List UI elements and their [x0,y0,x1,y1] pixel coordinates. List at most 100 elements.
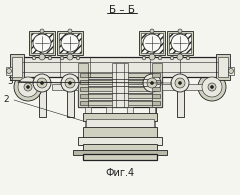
Circle shape [41,82,43,84]
Bar [177,55,183,57]
Circle shape [24,83,32,91]
Circle shape [150,82,154,84]
Circle shape [210,85,214,89]
Bar [78,63,88,107]
Circle shape [48,56,52,60]
Bar [78,63,162,107]
Bar [6,67,12,75]
Circle shape [150,29,154,33]
Circle shape [143,34,161,52]
Bar [152,73,160,77]
Circle shape [147,78,157,88]
Bar [80,87,160,91]
Text: 2: 2 [3,96,9,105]
Bar [59,33,81,53]
Bar [149,77,156,117]
Text: Б – Б: Б – Б [109,5,135,15]
Bar [80,80,160,84]
Bar [80,73,160,77]
Bar [106,107,112,137]
Bar [39,77,46,117]
Bar [141,33,163,53]
Bar [83,154,157,160]
Bar [112,63,128,107]
Bar [177,77,184,117]
Circle shape [67,54,73,60]
Bar [86,119,154,129]
Circle shape [6,68,12,74]
Bar [80,101,88,105]
Bar [57,31,83,55]
Circle shape [170,56,174,60]
Circle shape [158,56,162,60]
Bar [80,73,88,77]
Circle shape [76,56,80,60]
Bar [152,63,162,107]
Bar [80,80,88,84]
Bar [152,101,160,105]
Bar [65,77,76,83]
Bar [85,107,91,137]
Bar [139,31,165,55]
Circle shape [177,54,183,60]
Bar [175,77,186,83]
Circle shape [143,74,161,92]
Circle shape [60,56,64,60]
Circle shape [61,74,79,92]
Bar [149,55,155,57]
Bar [39,55,45,57]
Circle shape [186,56,190,60]
Bar [73,150,167,155]
Circle shape [33,74,51,92]
Circle shape [171,34,189,52]
Circle shape [68,29,72,33]
Circle shape [39,54,45,60]
Bar [67,77,74,117]
Bar [83,144,157,151]
Bar [52,84,80,90]
Text: Фиг.4: Фиг.4 [105,168,135,178]
Bar [218,57,228,77]
Bar [80,87,88,91]
Bar [162,84,210,90]
Circle shape [32,56,36,60]
Circle shape [228,68,234,74]
Circle shape [149,54,155,60]
Bar [78,137,162,145]
Circle shape [178,29,182,33]
Bar [12,57,22,77]
Bar [80,94,160,98]
Circle shape [65,78,75,88]
Bar [29,31,55,55]
Circle shape [198,73,226,101]
Circle shape [179,82,181,84]
Text: 3: 3 [7,77,13,87]
Bar [228,67,234,75]
Circle shape [68,82,72,84]
Bar [83,127,157,139]
Bar [37,77,48,83]
Bar [80,94,88,98]
Circle shape [18,77,38,97]
Circle shape [202,77,222,97]
Bar [216,54,230,80]
Bar [152,87,160,91]
Circle shape [175,78,185,88]
Circle shape [33,34,51,52]
Bar [83,113,157,121]
Circle shape [14,73,42,101]
Bar [127,107,133,137]
Circle shape [208,83,216,91]
Bar [67,55,73,57]
Bar [167,31,193,55]
Bar [147,77,158,83]
Circle shape [142,56,146,60]
Circle shape [171,74,189,92]
Bar [80,101,160,105]
Circle shape [26,85,30,89]
Circle shape [37,78,47,88]
Bar [169,33,191,53]
Bar [152,94,160,98]
Circle shape [61,34,79,52]
Circle shape [40,29,44,33]
